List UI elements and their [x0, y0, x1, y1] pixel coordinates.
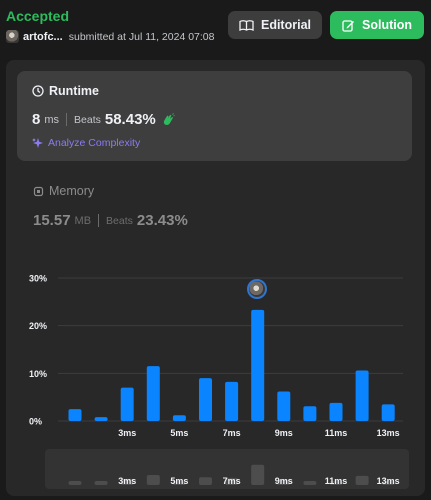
- bar[interactable]: [146, 366, 160, 421]
- mini-bar: [146, 475, 160, 485]
- memory-value: 15.57: [33, 212, 71, 229]
- analyze-complexity-link[interactable]: Analyze Complexity: [32, 137, 140, 149]
- analyze-label: Analyze Complexity: [48, 137, 141, 149]
- bar[interactable]: [329, 402, 343, 421]
- memory-title[interactable]: Memory: [33, 184, 94, 198]
- bar[interactable]: [68, 409, 82, 421]
- memory-metric: 15.57 MB Beats 23.43%: [33, 212, 188, 229]
- mini-bar: [277, 479, 291, 485]
- mini-bar: [68, 481, 82, 485]
- runtime-title-text: Runtime: [49, 84, 99, 98]
- editorial-button[interactable]: Editorial: [228, 11, 322, 39]
- divider: [66, 113, 68, 126]
- bar[interactable]: [225, 381, 239, 421]
- bar[interactable]: [381, 404, 395, 421]
- runtime-beats-label: Beats: [74, 113, 101, 126]
- mini-bar: [94, 481, 108, 485]
- bar[interactable]: [172, 415, 186, 421]
- runtime-metric: 8 ms Beats 58.43%: [32, 111, 175, 128]
- memory-unit: MB: [74, 214, 92, 227]
- mini-bar: [199, 477, 212, 485]
- memory-beats-label: Beats: [106, 214, 133, 227]
- sparkle-icon: [32, 138, 43, 148]
- runtime-card[interactable]: Runtime 8 ms Beats 58.43% Analyze Comple…: [17, 71, 412, 161]
- clap-icon: [163, 112, 175, 125]
- runtime-unit: ms: [44, 113, 60, 126]
- book-icon: [239, 19, 254, 31]
- your-submission-avatar[interactable]: [247, 279, 267, 299]
- mini-bar: [329, 481, 343, 485]
- runtime-value: 8: [32, 111, 41, 128]
- editorial-label: Editorial: [260, 18, 311, 32]
- username[interactable]: artofc...: [23, 30, 63, 43]
- bar[interactable]: [303, 406, 317, 421]
- mini-bar: [355, 475, 369, 485]
- avatar[interactable]: [6, 30, 19, 43]
- submitted-time: submitted at Jul 11, 2024 07:08: [68, 30, 215, 43]
- mini-bar: [251, 464, 265, 485]
- memory-beats-pct: 23.43%: [136, 212, 188, 229]
- bar[interactable]: [355, 370, 369, 421]
- bar[interactable]: [94, 417, 108, 421]
- memory-title-text: Memory: [49, 184, 95, 198]
- divider: [98, 214, 100, 227]
- status-accepted: Accepted: [6, 8, 70, 24]
- submission-info: artofc... submitted at Jul 11, 2024 07:0…: [6, 30, 214, 43]
- clock-icon: [32, 85, 44, 97]
- mini-bar: [225, 477, 239, 485]
- runtime-beats-pct: 58.43%: [104, 111, 156, 128]
- edit-icon: [342, 19, 354, 32]
- solution-label: Solution: [362, 18, 412, 32]
- mini-bar: [172, 481, 186, 485]
- bar[interactable]: [251, 309, 265, 421]
- bar[interactable]: [277, 391, 291, 421]
- runtime-title: Runtime: [32, 84, 99, 98]
- solution-button[interactable]: Solution: [330, 11, 424, 39]
- mini-bar: [381, 481, 395, 485]
- bar[interactable]: [120, 387, 134, 421]
- bar[interactable]: [199, 378, 212, 421]
- mini-bar: [303, 481, 317, 485]
- mini-bar: [120, 478, 134, 485]
- chip-icon: [33, 186, 44, 196]
